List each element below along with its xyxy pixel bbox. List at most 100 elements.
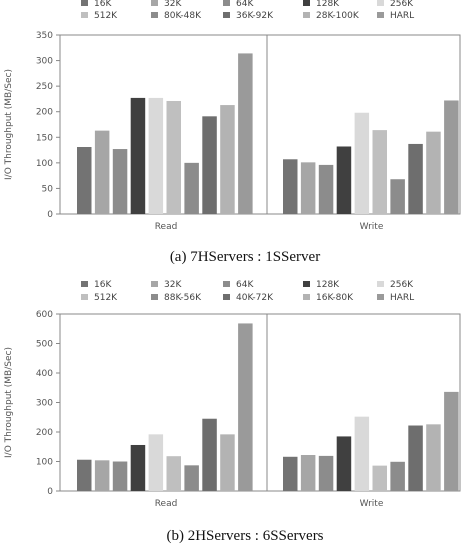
legend-swatch <box>151 294 158 300</box>
bar-write-16k <box>283 456 298 491</box>
legend-label: 64K <box>236 0 254 9</box>
bar-read-16k <box>77 459 92 491</box>
y-tick-label: 200 <box>36 428 53 438</box>
legend-swatch <box>303 0 310 6</box>
chart-panel-2: 16K 32K 64K 128K 256K 512K 88K-56K 40K-72K 16K-8… <box>4 280 461 544</box>
bar-read-256k <box>148 97 164 214</box>
y-tick-label: 300 <box>36 57 53 67</box>
legend-swatch <box>151 12 158 18</box>
x-tick-label: Read <box>155 222 178 232</box>
legend-label: 16K <box>94 280 112 290</box>
legend-swatch <box>377 0 384 6</box>
legend-swatch <box>303 12 310 18</box>
legend-label: 64K <box>236 280 254 290</box>
legend-swatch <box>81 12 88 18</box>
bar-read-harl <box>238 323 253 491</box>
legend-label: 16K-80K <box>316 293 354 303</box>
legend-swatch <box>377 294 384 300</box>
bar-read-64k <box>112 461 128 491</box>
legend-label: 128K <box>316 280 340 290</box>
y-tick-label: 400 <box>36 369 53 379</box>
legend: 16K 32K 64K 128K 256K 512K 80K-48K 36K-92K 28K-1… <box>81 0 414 21</box>
bar-write-88k-56k <box>390 461 405 491</box>
legend-swatch <box>223 0 230 6</box>
bar-write-16k-80k <box>426 424 441 491</box>
bar-read-harl <box>238 53 253 214</box>
bar-read-16k <box>77 147 92 214</box>
bar-write-32k <box>300 455 316 491</box>
legend-swatch <box>377 281 384 287</box>
y-tick-label: 350 <box>36 31 53 41</box>
bar-write-512k <box>372 465 387 491</box>
legend-label: HARL <box>390 293 414 303</box>
legend-swatch <box>223 12 230 18</box>
chart-caption: (b) 2HServers : 6SServers <box>166 528 323 544</box>
x-tick-label: Read <box>155 499 178 509</box>
bar-write-36k-92k <box>408 143 423 214</box>
bar-write-28k-100k <box>426 131 441 214</box>
bar-read-32k <box>94 460 110 491</box>
y-tick-label: 150 <box>36 133 53 143</box>
bar-write-32k <box>300 162 316 214</box>
y-tick-label: 500 <box>36 340 53 350</box>
bar-write-16k <box>283 159 298 214</box>
legend-label: 32K <box>164 280 182 290</box>
bar-read-512k <box>166 100 181 214</box>
legend: 16K 32K 64K 128K 256K 512K 88K-56K 40K-72K 16K-8… <box>81 280 414 303</box>
y-tick-label: 50 <box>42 184 54 194</box>
bar-read-28k-100k <box>220 105 235 214</box>
legend-label: 256K <box>390 0 414 9</box>
legend-label: 80K-48K <box>164 11 202 21</box>
bar-write-harl <box>444 100 459 214</box>
bar-read-16k-80k <box>220 434 235 491</box>
legend-swatch <box>377 12 384 18</box>
legend-label: 128K <box>316 0 340 9</box>
legend-swatch <box>81 294 88 300</box>
x-tick-label: Write <box>360 222 384 232</box>
bar-read-256k <box>148 434 164 491</box>
legend-label: 88K-56K <box>164 293 202 303</box>
bar-read-128k <box>130 444 146 491</box>
legend-swatch <box>303 294 310 300</box>
bar-write-harl <box>444 391 459 491</box>
legend-label: HARL <box>390 11 414 21</box>
y-tick-label: 0 <box>47 210 53 220</box>
y-tick-label: 0 <box>47 487 53 497</box>
legend-label: 28K-100K <box>316 11 360 21</box>
y-tick-label: 300 <box>36 399 53 409</box>
bar-write-256k <box>354 112 370 214</box>
y-axis-label: I/O Throughput (MB/Sec) <box>4 69 14 180</box>
chart-panel-1: 16K 32K 64K 128K 256K 512K 80K-48K 36K-92K 28K-1… <box>4 0 461 265</box>
legend-label: 16K <box>94 0 112 9</box>
legend-swatch <box>151 0 158 6</box>
bar-read-80k-48k <box>184 162 199 214</box>
bar-read-88k-56k <box>184 465 199 491</box>
bar-write-128k <box>336 146 352 214</box>
y-tick-label: 100 <box>36 458 53 468</box>
legend-label: 36K-92K <box>236 11 274 21</box>
bar-read-64k <box>112 149 128 214</box>
legend-swatch <box>151 281 158 287</box>
y-axis-label: I/O Throughput (MB/Sec) <box>4 347 14 458</box>
bar-read-32k <box>94 130 110 214</box>
legend-swatch <box>223 294 230 300</box>
bar-write-128k <box>336 436 352 491</box>
bar-write-64k <box>318 455 334 491</box>
y-tick-label: 200 <box>36 108 53 118</box>
bar-read-128k <box>130 97 146 214</box>
y-tick-label: 600 <box>36 310 53 320</box>
y-tick-label: 100 <box>36 159 53 169</box>
bar-read-40k-72k <box>202 418 217 491</box>
bar-write-80k-48k <box>390 179 405 214</box>
legend-label: 512K <box>94 293 118 303</box>
legend-swatch <box>223 281 230 287</box>
y-tick-label: 250 <box>36 82 53 92</box>
chart-caption: (a) 7HServers : 1SServer <box>170 249 320 265</box>
legend-swatch <box>81 281 88 287</box>
legend-label: 256K <box>390 280 414 290</box>
legend-label: 40K-72K <box>236 293 274 303</box>
legend-swatch <box>303 281 310 287</box>
bar-write-40k-72k <box>408 425 423 491</box>
legend-label: 512K <box>94 11 118 21</box>
